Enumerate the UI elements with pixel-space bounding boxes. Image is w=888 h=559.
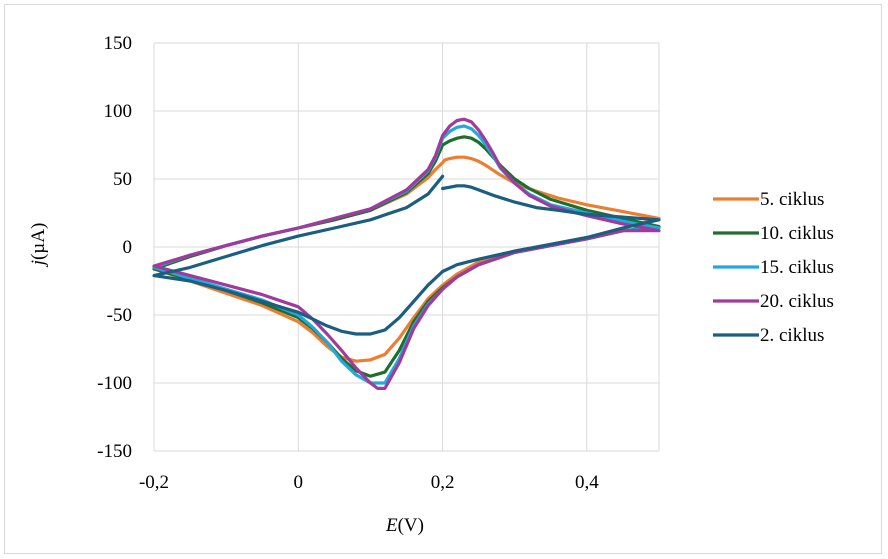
x-tick-label: -0,2: [139, 472, 169, 493]
x-tick-label: 0,4: [575, 472, 599, 493]
x-tick-label: 0: [294, 472, 304, 493]
grid-lines: [153, 42, 660, 452]
y-tick-label: 100: [104, 101, 133, 122]
y-tick-labels: -150 -100 -50 0 50 100 150: [97, 33, 132, 462]
series-line-5: [152, 174, 661, 336]
legend-label: 5. ciklus: [760, 189, 824, 210]
series-group: [152, 117, 661, 390]
legend-label: 20. ciklus: [760, 291, 834, 312]
chart-frame: -150 -100 -50 0 50 100 150 -0,2 0 0,2 0,4 j(µA) E…: [4, 4, 882, 554]
legend: 5. ciklus 10. ciklus 15. ciklus 20. ciklus 2…: [713, 189, 834, 346]
series-line-4: [152, 117, 661, 390]
chart-canvas: -150 -100 -50 0 50 100 150 -0,2 0 0,2 0,4 j(µA) E…: [28, 33, 834, 536]
legend-label: 10. ciklus: [760, 223, 834, 244]
y-tick-label: -50: [107, 305, 132, 326]
legend-label: 2. ciklus: [760, 325, 824, 346]
y-tick-label: -150: [97, 441, 132, 462]
y-tick-label: -100: [97, 373, 132, 394]
x-axis-label: E(V): [385, 515, 424, 536]
y-tick-label: 0: [123, 237, 133, 258]
x-tick-label: 0,2: [431, 472, 455, 493]
y-tick-label: 50: [113, 169, 132, 190]
y-axis-label: j(µA): [28, 223, 49, 269]
legend-label: 15. ciklus: [760, 257, 834, 278]
y-tick-label: 150: [104, 33, 133, 54]
x-tick-labels: -0,2 0 0,2 0,4: [139, 472, 599, 493]
